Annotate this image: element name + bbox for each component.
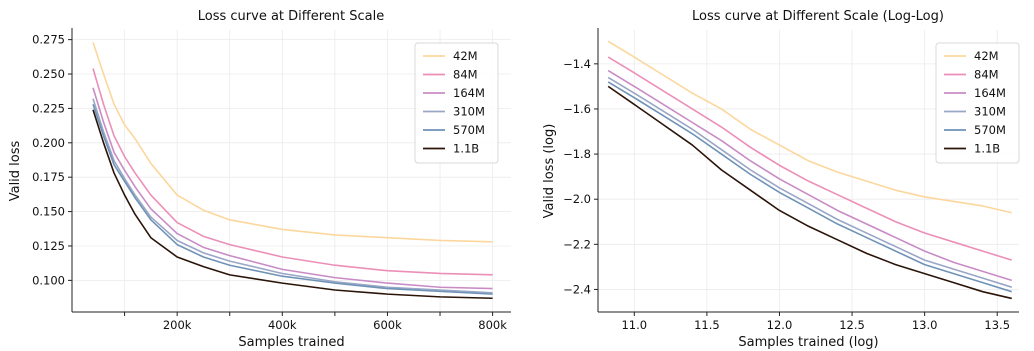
x-tick-label: 800k: [478, 318, 507, 332]
legend-label: 164M: [974, 86, 1006, 100]
loglog-chart-series-line-1_1B: [607, 85, 1012, 300]
y-tick-label: 0.225: [32, 101, 65, 115]
y-tick-label: −1.6: [563, 102, 591, 116]
x-tick-label: 11.0: [621, 318, 647, 332]
linear-chart-series-line-310M: [92, 98, 493, 294]
loglog-chart-legend: 42M 84M 164M 310M 570M 1.1B: [935, 42, 1020, 164]
y-tick-label: 0.125: [32, 239, 65, 253]
loglog-chart-series-line-570M: [607, 81, 1012, 293]
x-tick-label: 12.0: [767, 318, 793, 332]
loglog-chart-series-line-84M: [607, 56, 1012, 261]
x-tick-label: 12.5: [839, 318, 865, 332]
x-tick-label: 200k: [163, 318, 192, 332]
linear-chart-x-axis-label: Samples trained: [238, 335, 344, 350]
legend-label: 84M: [453, 68, 478, 82]
y-tick-label: 0.150: [32, 205, 65, 219]
legend-label: 570M: [453, 123, 485, 137]
y-tick-label: −1.8: [563, 147, 591, 161]
legend-label: 164M: [453, 86, 485, 100]
y-tick-label: 0.275: [32, 33, 65, 47]
y-tick-label: 0.175: [32, 170, 65, 184]
x-tick-label: 600k: [373, 318, 402, 332]
linear-chart-series-line-42M: [92, 42, 493, 243]
legend-label: 84M: [974, 68, 999, 82]
loglog-chart-series-line-164M: [607, 69, 1012, 282]
linear-chart: 200k 400k 600k 800k 0.100 0.125 0.150 0.175 0.20…: [8, 9, 511, 350]
linear-chart-legend: 42M 84M 164M 310M 570M 1.1B: [414, 42, 499, 164]
linear-chart-series-line-1_1B: [92, 109, 493, 300]
linear-chart-title: Loss curve at Different Scale: [198, 9, 384, 24]
legend-label: 310M: [974, 105, 1006, 119]
linear-chart-y-axis-label: Valid loss: [8, 140, 23, 201]
loglog-chart-series-line-310M: [607, 76, 1012, 288]
legend-label: 1.1B: [974, 142, 1000, 156]
loglog-chart-y-axis-label: Valid loss (log): [542, 124, 557, 219]
legend-label: 570M: [974, 123, 1006, 137]
y-tick-label: 0.200: [32, 136, 65, 150]
loglog-chart-series-line-42M: [607, 40, 1012, 214]
linear-chart-series-line-84M: [92, 68, 493, 276]
legend-label: 1.1B: [453, 142, 479, 156]
loglog-chart-title: Loss curve at Different Scale (Log-Log): [692, 9, 944, 24]
y-tick-label: −2.4: [563, 282, 591, 296]
y-tick-label: −2.2: [563, 237, 591, 251]
x-tick-label: 400k: [268, 318, 297, 332]
y-tick-label: 0.100: [32, 273, 65, 287]
legend-label: 42M: [974, 49, 999, 63]
loglog-chart-x-axis-label: Samples trained (log): [738, 335, 878, 350]
loglog-chart: 11.0 11.5 12.0 12.5 13.0 13.5 −2.4 −2.2 −2.0 −1.8…: [542, 9, 1020, 350]
legend-box: [414, 42, 499, 164]
legend-label: 42M: [453, 49, 478, 63]
legend-box: [935, 42, 1020, 164]
y-tick-label: −1.4: [563, 57, 591, 71]
x-tick-label: 13.0: [912, 318, 938, 332]
x-tick-label: 11.5: [694, 318, 720, 332]
y-tick-label: 0.250: [32, 67, 65, 81]
legend-label: 310M: [453, 105, 485, 119]
linear-chart-series-line-164M: [92, 87, 493, 290]
x-tick-label: 13.5: [984, 318, 1010, 332]
linear-chart-series-line-570M: [92, 104, 493, 295]
y-tick-label: −2.0: [563, 192, 591, 206]
